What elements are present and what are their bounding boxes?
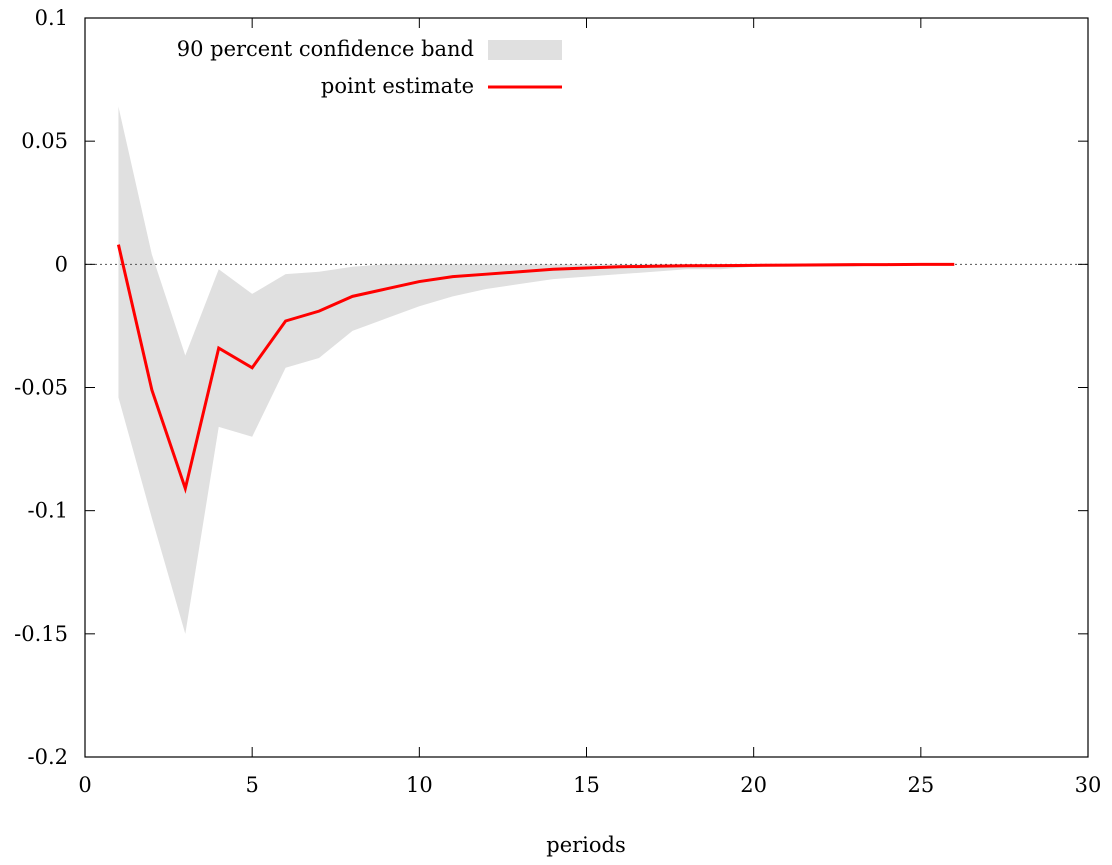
y-tick-label: 0.05 bbox=[21, 129, 68, 153]
legend-label-line: point estimate bbox=[321, 74, 474, 98]
x-tick-labels: 0 5 10 15 20 25 30 bbox=[78, 773, 1101, 797]
legend-swatch-band bbox=[488, 40, 562, 60]
y-tick-label: 0 bbox=[55, 252, 68, 276]
y-tick-label: 0.1 bbox=[35, 6, 68, 30]
y-tick-labels: -0.2 -0.15 -0.1 -0.05 0 0.05 0.1 bbox=[14, 6, 68, 769]
point-estimate-line bbox=[116, 244, 955, 494]
y-tick-label: -0.1 bbox=[28, 499, 69, 523]
x-tick-label: 5 bbox=[245, 773, 258, 797]
point-estimate-layer bbox=[116, 244, 955, 494]
legend: 90 percent confidence band point estimat… bbox=[177, 37, 562, 98]
legend-label-band: 90 percent confidence band bbox=[177, 37, 474, 61]
x-tick-label: 20 bbox=[740, 773, 767, 797]
confidence-band-layer bbox=[118, 106, 955, 634]
x-tick-label: 25 bbox=[907, 773, 934, 797]
y-tick-label: -0.15 bbox=[14, 622, 68, 646]
x-tick-label: 0 bbox=[78, 773, 91, 797]
x-tick-label: 30 bbox=[1075, 773, 1102, 797]
x-tick-label: 15 bbox=[573, 773, 600, 797]
x-tick-label: 10 bbox=[406, 773, 433, 797]
x-axis-title: periods bbox=[546, 833, 626, 857]
confidence-band-area bbox=[118, 106, 955, 634]
y-tick-label: -0.2 bbox=[28, 745, 69, 769]
y-tick-label: -0.05 bbox=[14, 376, 68, 400]
ticks-layer bbox=[84, 17, 1089, 758]
